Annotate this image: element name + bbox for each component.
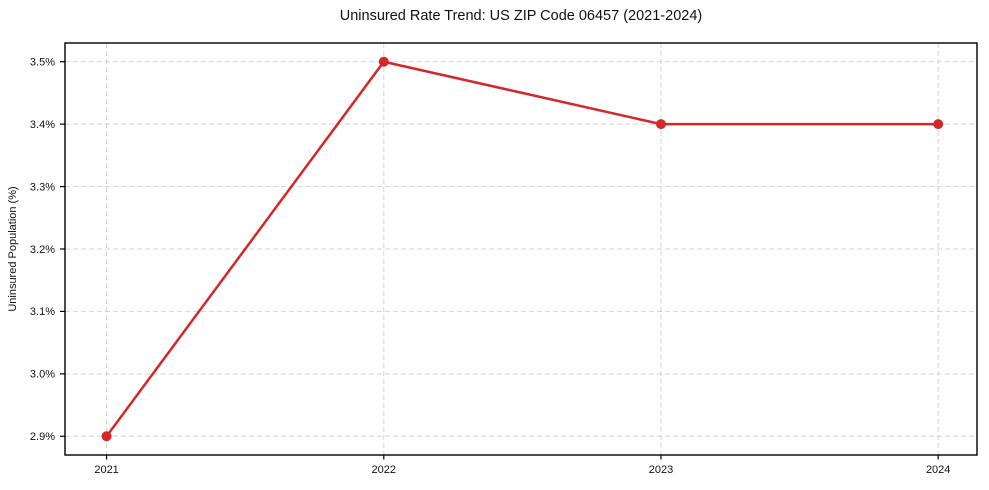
data-point-marker bbox=[101, 431, 112, 442]
plot-border bbox=[64, 42, 978, 456]
x-tick-label: 2021 bbox=[94, 464, 118, 476]
trend-line bbox=[105, 60, 940, 438]
y-tick-label: 3.5% bbox=[30, 57, 55, 69]
chart-title: Uninsured Rate Trend: US ZIP Code 06457 … bbox=[339, 8, 703, 24]
data-point-marker bbox=[378, 56, 389, 67]
y-tick-label: 3.0% bbox=[30, 369, 55, 381]
y-tick-label: 3.2% bbox=[30, 244, 55, 256]
data-point-marker bbox=[655, 119, 666, 130]
x-tick-label: 2023 bbox=[649, 464, 673, 476]
y-tick-label: 3.4% bbox=[30, 119, 55, 131]
y-tick-label: 3.3% bbox=[30, 181, 55, 193]
y-tick-label: 3.1% bbox=[30, 306, 55, 318]
y-tick-label: 2.9% bbox=[30, 431, 55, 443]
x-tick-label: 2024 bbox=[926, 464, 950, 476]
data-point-marker bbox=[933, 119, 944, 130]
x-tick-label: 2022 bbox=[372, 464, 396, 476]
